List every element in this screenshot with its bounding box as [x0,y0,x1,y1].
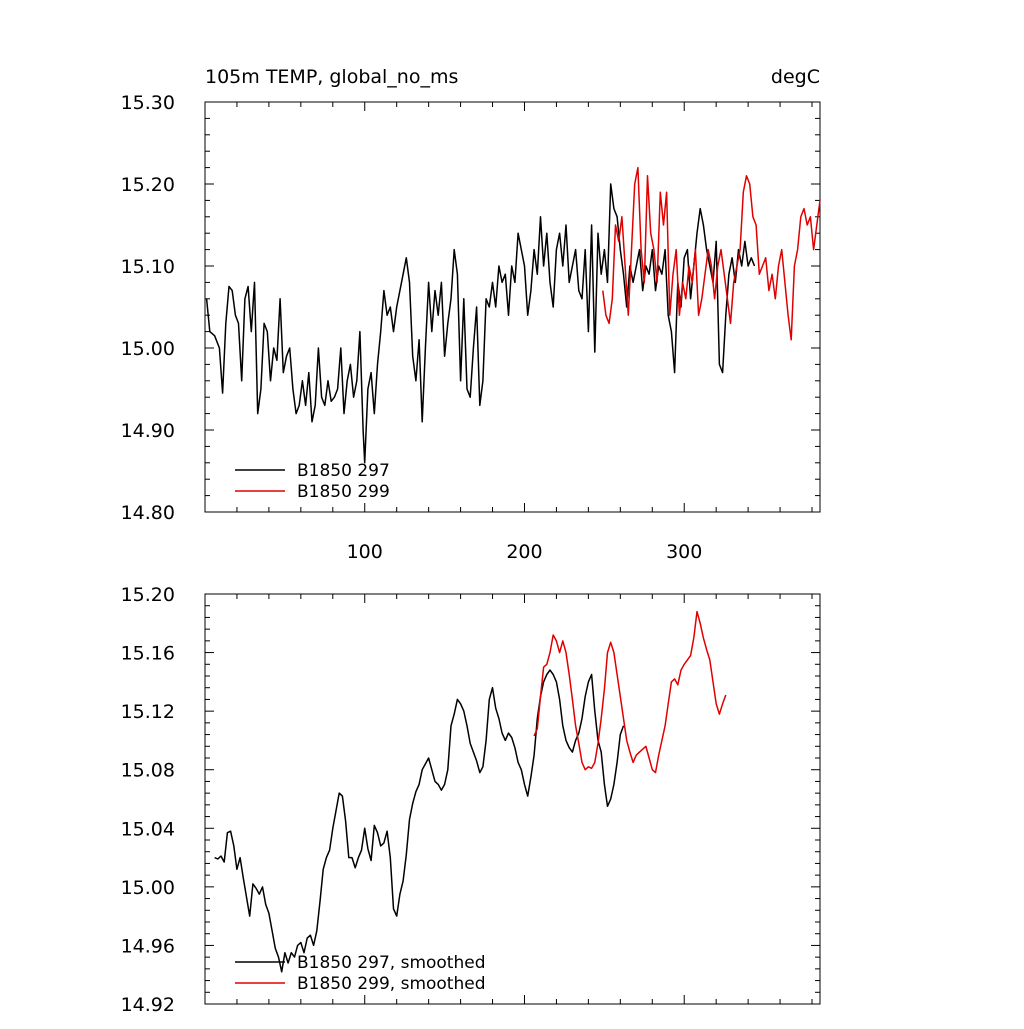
y-tick-label-bottom: 14.96 [121,935,175,957]
x-tick-label-top: 100 [347,541,383,563]
y-tick-label-top: 15.20 [121,174,175,196]
y-tick-label-top: 14.80 [121,502,175,524]
legend-label-b1850-299: B1850 299 [297,482,390,502]
x-tick-label-top: 300 [666,541,702,563]
y-tick-label-bottom: 15.00 [121,877,175,899]
series-line-b1850-297-smoothed [214,669,625,973]
legend-label-b1850-297: B1850 297 [297,461,390,481]
axes-bottom: 14.92 14.96 15.00 15.04 15.08 15.12 15.16 15.20 [121,584,820,1016]
series-line-b1850-299 [602,166,821,341]
y-tick-label-top: 15.10 [121,256,175,278]
legend-label-b1850-297-smoothed: B1850 297, smoothed [297,953,486,973]
chart-title: 105m TEMP, global_no_ms [205,66,458,88]
x-tick-label-top: 200 [506,541,542,563]
y-tick-label-top: 15.00 [121,338,175,360]
plot-frame-top [204,101,821,513]
series-line-b1850-297 [205,183,756,464]
legend-label-b1850-299-smoothed: B1850 299, smoothed [297,974,486,994]
y-tick-label-bottom: 15.20 [121,584,175,606]
y-tick-label-bottom: 15.16 [121,643,175,665]
y-tick-label-top: 14.90 [121,420,175,442]
legend-top: B1850 297 B1850 299 [235,461,390,502]
plot-frame-bottom [204,593,821,1005]
panel-bottom: 14.92 14.96 15.00 15.04 15.08 15.12 15.16 15.20… [121,584,821,1016]
y-tick-label-bottom: 15.12 [121,701,175,723]
y-tick-label-bottom: 15.04 [121,818,175,840]
chart-units: degC [771,66,820,88]
series-top [205,166,821,464]
axes-top: 14.80 14.90 15.00 15.10 15.20 15.30 100 200 300 [121,92,820,563]
y-tick-label-top: 15.30 [121,92,175,114]
y-tick-label-bottom: 15.08 [121,760,175,782]
y-tick-label-bottom: 14.92 [121,994,175,1016]
series-line-b1850-299-smoothed [533,610,727,774]
series-bottom [214,610,727,973]
legend-bottom: B1850 297, smoothed B1850 299, smoothed [235,953,486,994]
